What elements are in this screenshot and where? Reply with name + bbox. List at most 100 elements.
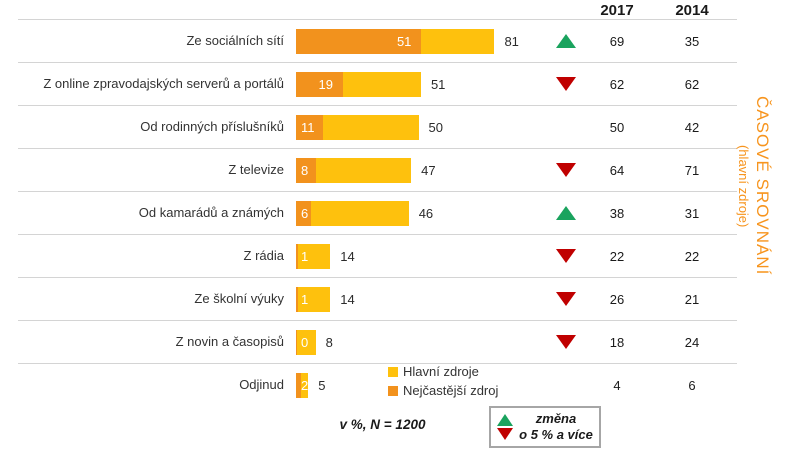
arrow-down-icon bbox=[497, 428, 513, 440]
bar-main-sources bbox=[296, 330, 316, 355]
bar-most-frequent-source bbox=[296, 244, 299, 269]
legend-label-most-frequent: Nejčastější zdroj bbox=[403, 383, 499, 398]
category-label: Z novin a časopisů bbox=[175, 334, 284, 350]
value-2017: 26 bbox=[609, 291, 625, 307]
bar-total-value-label: 5 bbox=[318, 378, 326, 393]
chart-row: Ze školní výuky 1 14 26 21 bbox=[18, 278, 737, 321]
bar-most-value-label: 2 bbox=[301, 378, 309, 393]
bar-most-value-label: 19 bbox=[318, 77, 334, 92]
value-2014: 35 bbox=[684, 33, 700, 49]
value-2017: 50 bbox=[609, 119, 625, 135]
series-legend: Hlavní zdroje Nejčastější zdroj bbox=[388, 362, 498, 400]
bar-most-frequent-source bbox=[296, 115, 323, 140]
category-label: Od kamarádů a známých bbox=[138, 205, 284, 221]
chart-row: Odjinud 2 5 4 6 bbox=[18, 364, 737, 407]
legend-swatch-yellow-icon bbox=[388, 366, 398, 377]
change-legend-line1: změna bbox=[535, 411, 577, 427]
change-legend-arrows bbox=[497, 414, 513, 440]
bar-most-frequent-source bbox=[296, 330, 297, 355]
trend-arrow-cell bbox=[546, 364, 586, 406]
value-2014: 42 bbox=[684, 119, 700, 135]
trend-arrow-icon bbox=[556, 335, 576, 349]
column-header-2014: 2014 bbox=[675, 2, 709, 19]
legend-item-main-sources: Hlavní zdroje bbox=[388, 362, 498, 381]
bar-most-value-label: 8 bbox=[301, 163, 309, 178]
trend-arrow-icon bbox=[556, 77, 576, 91]
trend-arrow-cell bbox=[546, 63, 586, 105]
bar-most-frequent-source bbox=[296, 201, 311, 226]
legend-label-main-sources: Hlavní zdroje bbox=[403, 364, 479, 379]
value-2014: 24 bbox=[684, 334, 700, 350]
chart-row: Z televize 8 47 64 71 bbox=[18, 149, 737, 192]
bar-most-frequent-source bbox=[296, 373, 301, 398]
value-2014: 62 bbox=[684, 76, 700, 92]
bar-total-value-label: 51 bbox=[430, 77, 446, 92]
bar-most-frequent-source bbox=[296, 287, 299, 312]
bar-most-value-label: 11 bbox=[301, 120, 315, 135]
value-2017: 62 bbox=[609, 76, 625, 92]
trend-arrow-cell bbox=[546, 278, 586, 320]
trend-arrow-icon bbox=[556, 163, 576, 177]
value-2017: 69 bbox=[609, 33, 625, 49]
trend-arrow-cell bbox=[546, 321, 586, 363]
trend-arrow-cell bbox=[546, 235, 586, 277]
category-label: Ze školní výuky bbox=[194, 291, 284, 307]
category-label: Odjinud bbox=[239, 377, 284, 393]
bar-most-value-label: 0 bbox=[301, 335, 309, 350]
value-2017: 22 bbox=[609, 248, 625, 264]
bar-most-frequent-source bbox=[296, 158, 316, 183]
trend-arrow-cell bbox=[546, 149, 586, 191]
category-label: Z rádia bbox=[243, 248, 284, 264]
bar-most-value-label: 51 bbox=[396, 34, 412, 49]
value-2017: 18 bbox=[609, 334, 625, 350]
trend-arrow-cell bbox=[546, 20, 586, 62]
change-legend-line2: o 5 % a více bbox=[519, 427, 593, 442]
column-header-2017: 2017 bbox=[600, 2, 634, 19]
bar-most-value-label: 1 bbox=[301, 292, 309, 307]
value-2014: 22 bbox=[684, 248, 700, 264]
bar-total-value-label: 8 bbox=[325, 335, 333, 350]
vertical-title-block: (hlavní zdroje) ČASOVÉ SROVNÁNÍ bbox=[736, 72, 772, 300]
bar-total-value-label: 47 bbox=[421, 163, 436, 178]
legend-swatch-orange-icon bbox=[388, 385, 398, 396]
value-2017: 64 bbox=[609, 162, 625, 178]
category-label: Z televize bbox=[228, 162, 284, 178]
trend-arrow-icon bbox=[556, 249, 576, 263]
chart-row: Z rádia 1 14 22 22 bbox=[18, 235, 737, 278]
value-2017: 4 bbox=[613, 377, 621, 393]
category-label: Ze sociálních sítí bbox=[186, 33, 284, 49]
category-label: Z online zpravodajských serverů a portál… bbox=[43, 76, 284, 92]
value-2014: 21 bbox=[684, 291, 700, 307]
bar-total-value-label: 81 bbox=[504, 34, 519, 49]
bar-most-frequent-source bbox=[296, 29, 421, 54]
vertical-title: ČASOVÉ SROVNÁNÍ bbox=[753, 96, 772, 276]
trend-arrow-icon bbox=[556, 206, 576, 220]
bar-main-sources bbox=[296, 287, 331, 312]
bar-total-value-label: 50 bbox=[428, 120, 443, 135]
legend-item-most-frequent: Nejčastější zdroj bbox=[388, 381, 498, 400]
trend-arrow-cell bbox=[546, 106, 586, 148]
value-2014: 31 bbox=[684, 205, 700, 221]
trend-arrow-cell bbox=[546, 192, 586, 234]
chart-row: Z online zpravodajských serverů a portál… bbox=[18, 63, 737, 106]
bar-total-value-label: 46 bbox=[418, 206, 434, 221]
chart-row: Od kamarádů a známých 6 46 38 31 bbox=[18, 192, 737, 235]
bar-main-sources bbox=[296, 244, 331, 269]
change-legend-text: změna o 5 % a více bbox=[519, 411, 593, 442]
trend-arrow-icon bbox=[556, 34, 576, 48]
trend-arrow-icon bbox=[556, 292, 576, 306]
bar-total-value-label: 14 bbox=[340, 292, 355, 307]
value-2014: 6 bbox=[688, 377, 696, 393]
bar-main-sources bbox=[296, 201, 409, 226]
bar-most-value-label: 1 bbox=[301, 249, 309, 264]
arrow-up-icon bbox=[497, 414, 513, 426]
value-2014: 71 bbox=[684, 162, 700, 178]
chart-row: Ze sociálních sítí 51 81 69 35 bbox=[18, 20, 737, 63]
chart-rows: Ze sociálních sítí 51 81 69 35 Z online … bbox=[18, 19, 737, 407]
vertical-subtitle: (hlavní zdroje) bbox=[736, 144, 751, 228]
chart-row: Z novin a časopisů 0 8 18 24 bbox=[18, 321, 737, 364]
category-label: Od rodinných příslušníků bbox=[140, 119, 284, 135]
bar-most-value-label: 6 bbox=[301, 206, 309, 221]
sample-size-note: v %, N = 1200 bbox=[339, 417, 426, 432]
